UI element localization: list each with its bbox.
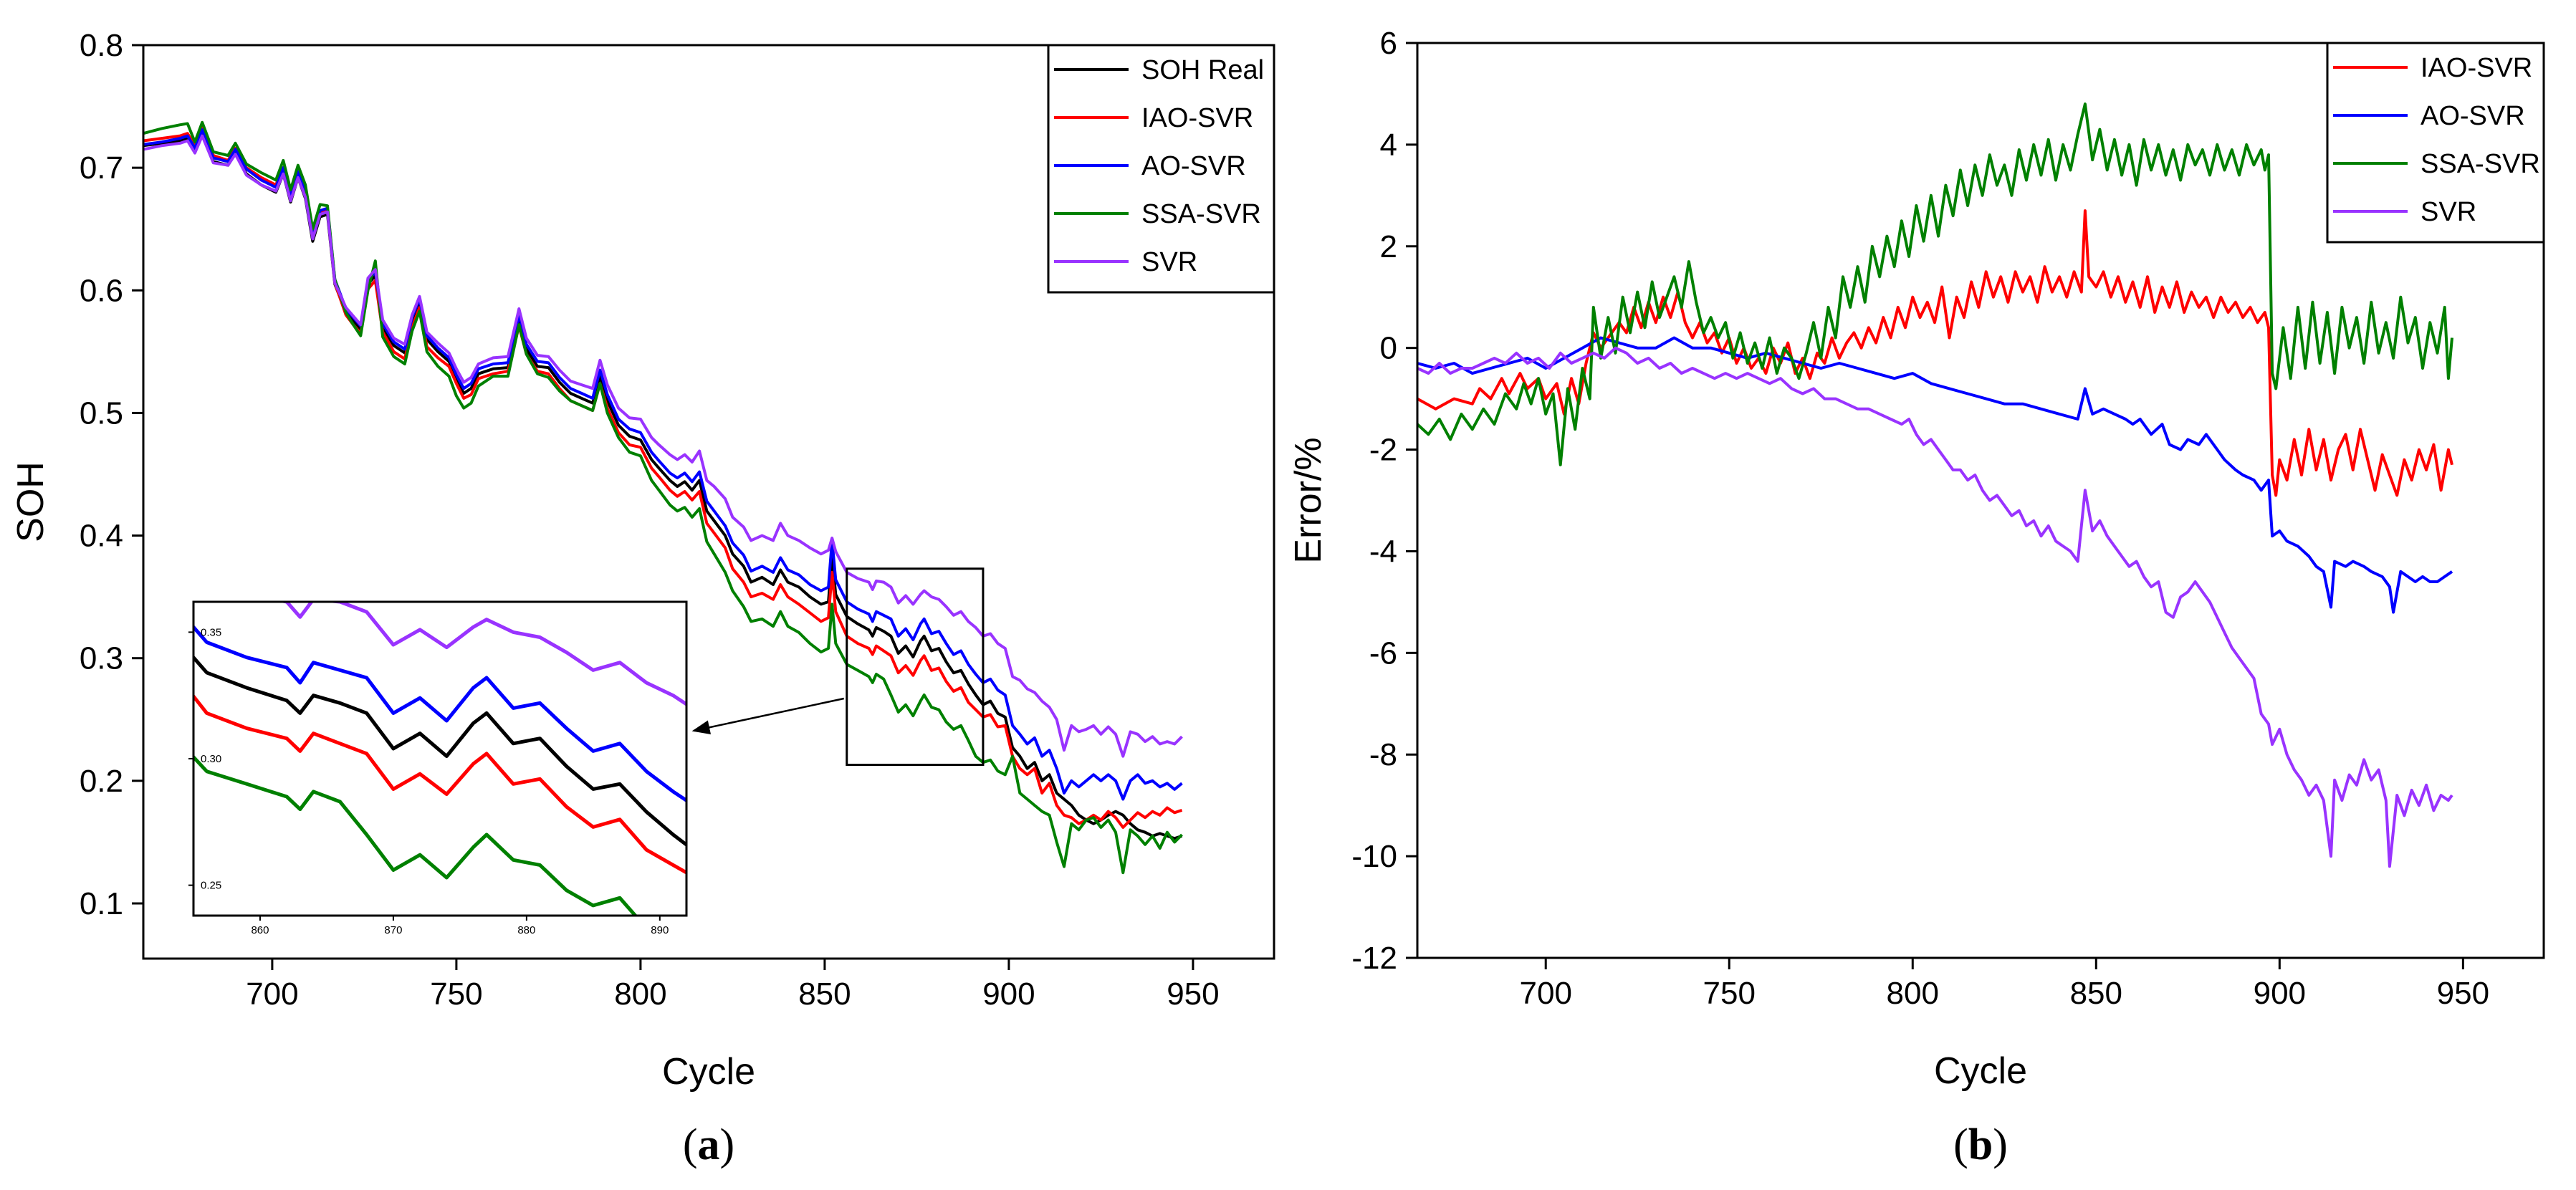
y-tick-label: -6 xyxy=(1369,635,1397,671)
inset-y-tick-label: 0.35 xyxy=(201,626,221,638)
x-tick-label: 700 xyxy=(246,977,298,1012)
y-tick-label: 0.5 xyxy=(80,395,123,431)
x-tick-label: 700 xyxy=(1520,976,1572,1011)
y-tick-label: -10 xyxy=(1351,839,1397,874)
legend-label: SOH Real xyxy=(1141,55,1264,85)
y-tick-label: 2 xyxy=(1380,229,1397,264)
x-axis-title: Cycle xyxy=(662,1051,755,1093)
inset-x-tick-label: 860 xyxy=(251,924,269,936)
inset-x-tick-label: 870 xyxy=(384,924,402,936)
x-tick-label: 800 xyxy=(1887,976,1939,1011)
series-line-ssa-svr xyxy=(1417,102,2453,466)
y-tick-label: 0.6 xyxy=(80,273,123,308)
inset-background xyxy=(193,602,686,916)
series-line-svr xyxy=(143,134,1183,758)
y-tick-label: -8 xyxy=(1369,737,1397,772)
legend-label: IAO-SVR xyxy=(1141,103,1253,133)
series-line-iao-svr xyxy=(1417,209,2453,497)
y-axis-title: Error/% xyxy=(1288,437,1329,563)
legend-label: AO-SVR xyxy=(1141,151,1246,181)
legend: SOH Real IAO-SVR AO-SVR SSA-SVR SVR xyxy=(1047,44,1275,294)
y-tick-label: -12 xyxy=(1351,941,1397,976)
y-tick-label: 0.7 xyxy=(80,150,123,186)
y-axis-title: SOH xyxy=(10,461,52,542)
panel-label-letter: a xyxy=(698,1121,720,1169)
panel-label: (b) xyxy=(1953,1121,2008,1169)
inset-y-tick-label: 0.25 xyxy=(201,880,221,892)
inset-series-line-ssa-svr xyxy=(193,754,638,916)
x-tick-label: 750 xyxy=(1703,976,1756,1011)
inset-lines xyxy=(193,602,686,916)
legend-label: IAO-SVR xyxy=(2421,53,2532,83)
series-line-svr xyxy=(1417,346,2453,868)
legend-label: SVR xyxy=(2421,197,2476,227)
x-tick-label: 900 xyxy=(2254,976,2306,1011)
plot-lines xyxy=(143,120,1183,875)
legend-label: SSA-SVR xyxy=(1141,199,1261,229)
zoom-region-box xyxy=(846,567,985,767)
panel-label-open: ( xyxy=(683,1121,698,1169)
inset-zoom-chart: 860 870 880 890 0.25 0.30 0.35 xyxy=(188,600,688,936)
x-tick-label: 800 xyxy=(614,977,666,1012)
panel-label-open: ( xyxy=(1953,1121,1968,1169)
plot-frame xyxy=(1416,42,2545,959)
plot-lines xyxy=(1417,102,2453,868)
inset-x-tick-label: 880 xyxy=(517,924,535,936)
y-tick-label: 6 xyxy=(1380,26,1397,61)
legend-box xyxy=(1047,44,1275,294)
y-tick-label: -2 xyxy=(1369,433,1397,468)
inset-series-line-svr xyxy=(277,602,686,707)
inset-series-line-ao-svr xyxy=(193,624,686,803)
series-line-ssa-svr xyxy=(143,120,1183,875)
legend-box xyxy=(2326,42,2545,244)
legend-label: SSA-SVR xyxy=(2421,149,2540,179)
inset-series-line-soh-real xyxy=(193,654,686,848)
inset-y-tick-label: 0.30 xyxy=(201,753,221,765)
y-tick-label: 0.8 xyxy=(80,28,123,63)
x-tick-label: 950 xyxy=(1167,977,1219,1012)
x-tick-label: 850 xyxy=(2070,976,2122,1011)
plot-frame xyxy=(142,44,1275,960)
y-tick-label: 0.3 xyxy=(80,641,123,676)
y-tick-label: 0.1 xyxy=(80,886,123,921)
panel-label: (a) xyxy=(683,1121,734,1169)
legend-label: SVR xyxy=(1141,247,1197,277)
y-tick-label: 0 xyxy=(1380,331,1397,366)
y-tick-label: 4 xyxy=(1380,128,1397,163)
panel-a-soh-chart: 700 750 800 850 900 950 0.1 0.2 0.3 0.4 0.5 0.6 0.7 0… xyxy=(10,28,1275,1169)
x-tick-label: 900 xyxy=(982,977,1035,1012)
panel-label-letter: b xyxy=(1968,1121,1993,1169)
x-tick-label: 950 xyxy=(2437,976,2489,1011)
panel-label-close: ) xyxy=(720,1121,735,1169)
x-axis-title: Cycle xyxy=(1934,1050,2027,1092)
legend: IAO-SVR AO-SVR SSA-SVR SVR xyxy=(2326,42,2545,244)
y-tick-label: -4 xyxy=(1369,534,1397,569)
x-tick-label: 850 xyxy=(798,977,851,1012)
inset-series-line-iao-svr xyxy=(193,693,686,875)
inset-x-tick-label: 890 xyxy=(651,924,669,936)
legend-label: AO-SVR xyxy=(2421,101,2525,131)
zoom-arrow xyxy=(691,697,845,735)
panel-label-close: ) xyxy=(1993,1121,2008,1169)
series-line-ao-svr xyxy=(1417,336,2453,614)
x-tick-label: 750 xyxy=(430,977,482,1012)
y-tick-label: 0.4 xyxy=(80,519,123,554)
y-tick-label: 0.2 xyxy=(80,764,123,799)
panel-b-error-chart: 700 750 800 850 900 950 -12 -10 -8 -6 -4 -2 0 2 4 6 Cycl… xyxy=(1288,26,2545,1169)
